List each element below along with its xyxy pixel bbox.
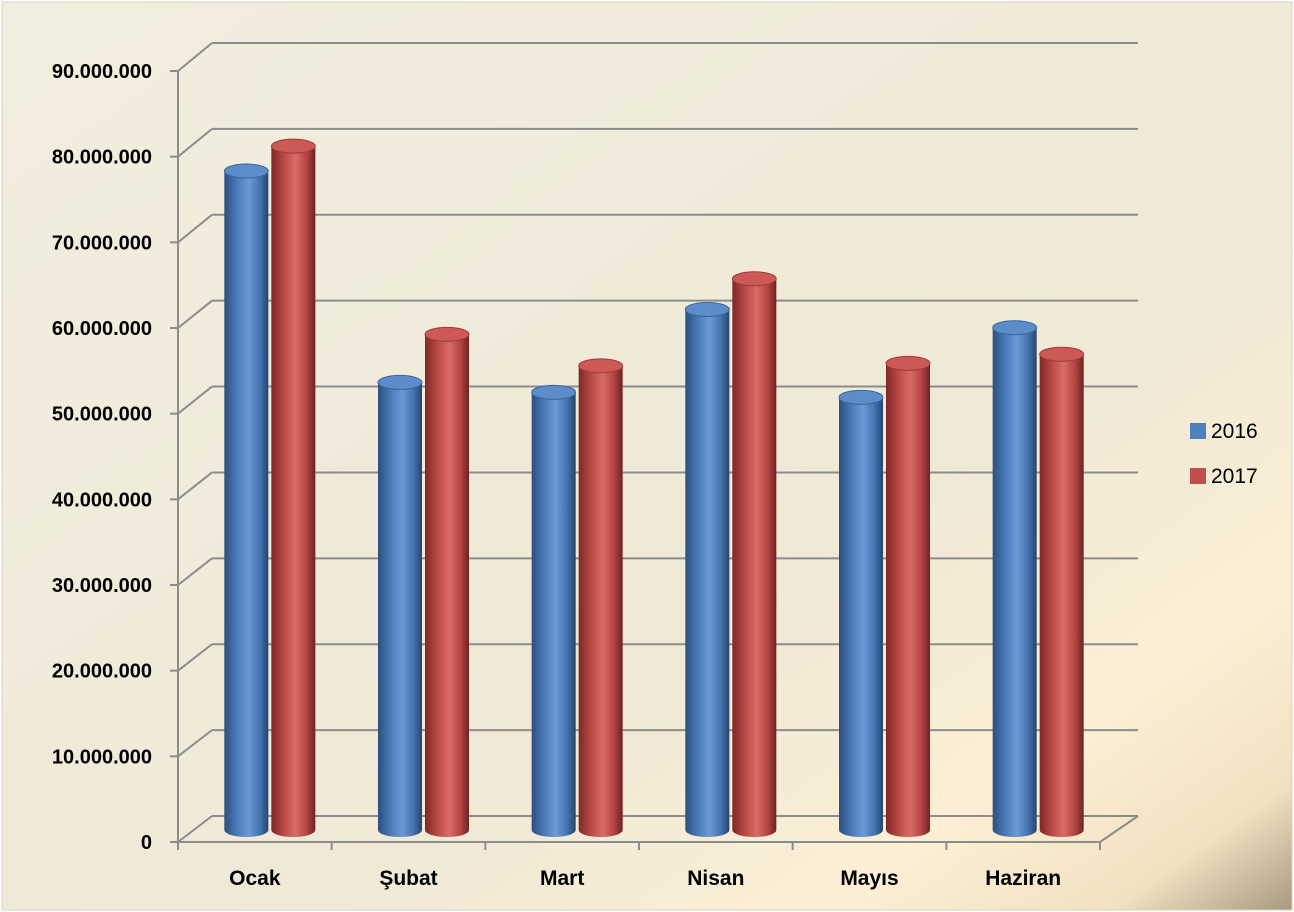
gridline-depth (177, 729, 213, 758)
legend: 2016 2017 (1190, 420, 1258, 488)
bar-2017-Nisan (731, 271, 777, 838)
bar-body (378, 382, 422, 837)
bar-top (1039, 346, 1085, 362)
x-tick-label: Ocak (229, 867, 281, 890)
bar-body (271, 146, 316, 838)
bar-top (992, 320, 1038, 336)
bar-body (732, 278, 777, 838)
bar-body (839, 397, 883, 837)
y-tick-label: 70.000.000 (52, 232, 152, 254)
bar-body (685, 309, 730, 838)
bar-2017-Haziran (1039, 346, 1085, 838)
bar-2016-Ocak (223, 163, 269, 837)
bar-body (578, 365, 623, 838)
bar-2017-Şubat (424, 326, 470, 837)
bar-2017-Ocak (270, 138, 316, 838)
y-tick-label: 20.000.000 (52, 661, 152, 683)
bar-top (885, 355, 931, 371)
x-tick-label: Haziran (985, 867, 1061, 890)
bar-body (1039, 354, 1084, 838)
bar-top (838, 389, 884, 405)
y-tick-label: 30.000.000 (52, 575, 152, 597)
bar-2017-Mayıs (885, 355, 931, 837)
legend-label-2017: 2017 (1211, 465, 1258, 488)
x-axis-tick-labels: Ocak Şubat Mart Nisan Mayıs Haziran (229, 867, 1061, 890)
bar-body (886, 363, 930, 837)
bar-body (224, 171, 269, 837)
bar-top (684, 301, 730, 317)
bar-top (223, 163, 269, 179)
bar-top (270, 138, 316, 154)
bar-2016-Mayıs (838, 389, 884, 837)
axes (170, 70, 1139, 850)
gridlines (177, 42, 1138, 843)
legend-swatch-2016 (1190, 423, 1206, 439)
y-axis-tick-labels: 0 10.000.000 20.000.000 30.000.000 40.000.00… (52, 61, 152, 854)
bar-2016-Nisan (684, 301, 730, 838)
x-tick-label: Mayıs (840, 867, 898, 890)
bar-top (424, 326, 470, 342)
x-tick-label: Mart (540, 867, 584, 890)
x-tick-label: Şubat (379, 867, 437, 890)
bar-2016-Şubat (377, 374, 423, 837)
bar-body (531, 392, 576, 838)
bar-2017-Mart (578, 358, 624, 838)
gridline-depth (177, 299, 213, 329)
bar-body (425, 334, 469, 837)
gridline-depth (177, 471, 213, 501)
y-tick-label: 50.000.000 (52, 404, 152, 426)
gridline-depth (177, 385, 213, 415)
bar-2016-Mart (531, 384, 577, 838)
legend-swatch-2017 (1190, 468, 1206, 484)
gridline-depth (177, 128, 213, 158)
y-tick-label: 90.000.000 (52, 61, 152, 83)
y-tick-label: 0 (141, 832, 152, 854)
legend-label-2016: 2016 (1211, 420, 1258, 443)
floor-edge (1099, 815, 1139, 843)
bar-top (731, 271, 777, 287)
bar-top (377, 374, 423, 390)
y-tick-label: 80.000.000 (52, 147, 152, 169)
bar-2016-Haziran (992, 320, 1038, 837)
y-tick-label: 60.000.000 (52, 318, 152, 340)
x-tick-label: Nisan (687, 867, 744, 890)
bar-top (578, 358, 624, 374)
bar-body (992, 327, 1037, 837)
gridline-depth (177, 557, 213, 586)
y-tick-label: 10.000.000 (52, 746, 152, 768)
gridline-depth (177, 643, 213, 672)
bars (223, 138, 1085, 838)
gridline-depth (177, 214, 213, 244)
bar-top (531, 384, 577, 400)
gridline-depth (177, 815, 213, 843)
y-tick-label: 40.000.000 (52, 489, 152, 511)
gridline-depth (177, 42, 213, 72)
